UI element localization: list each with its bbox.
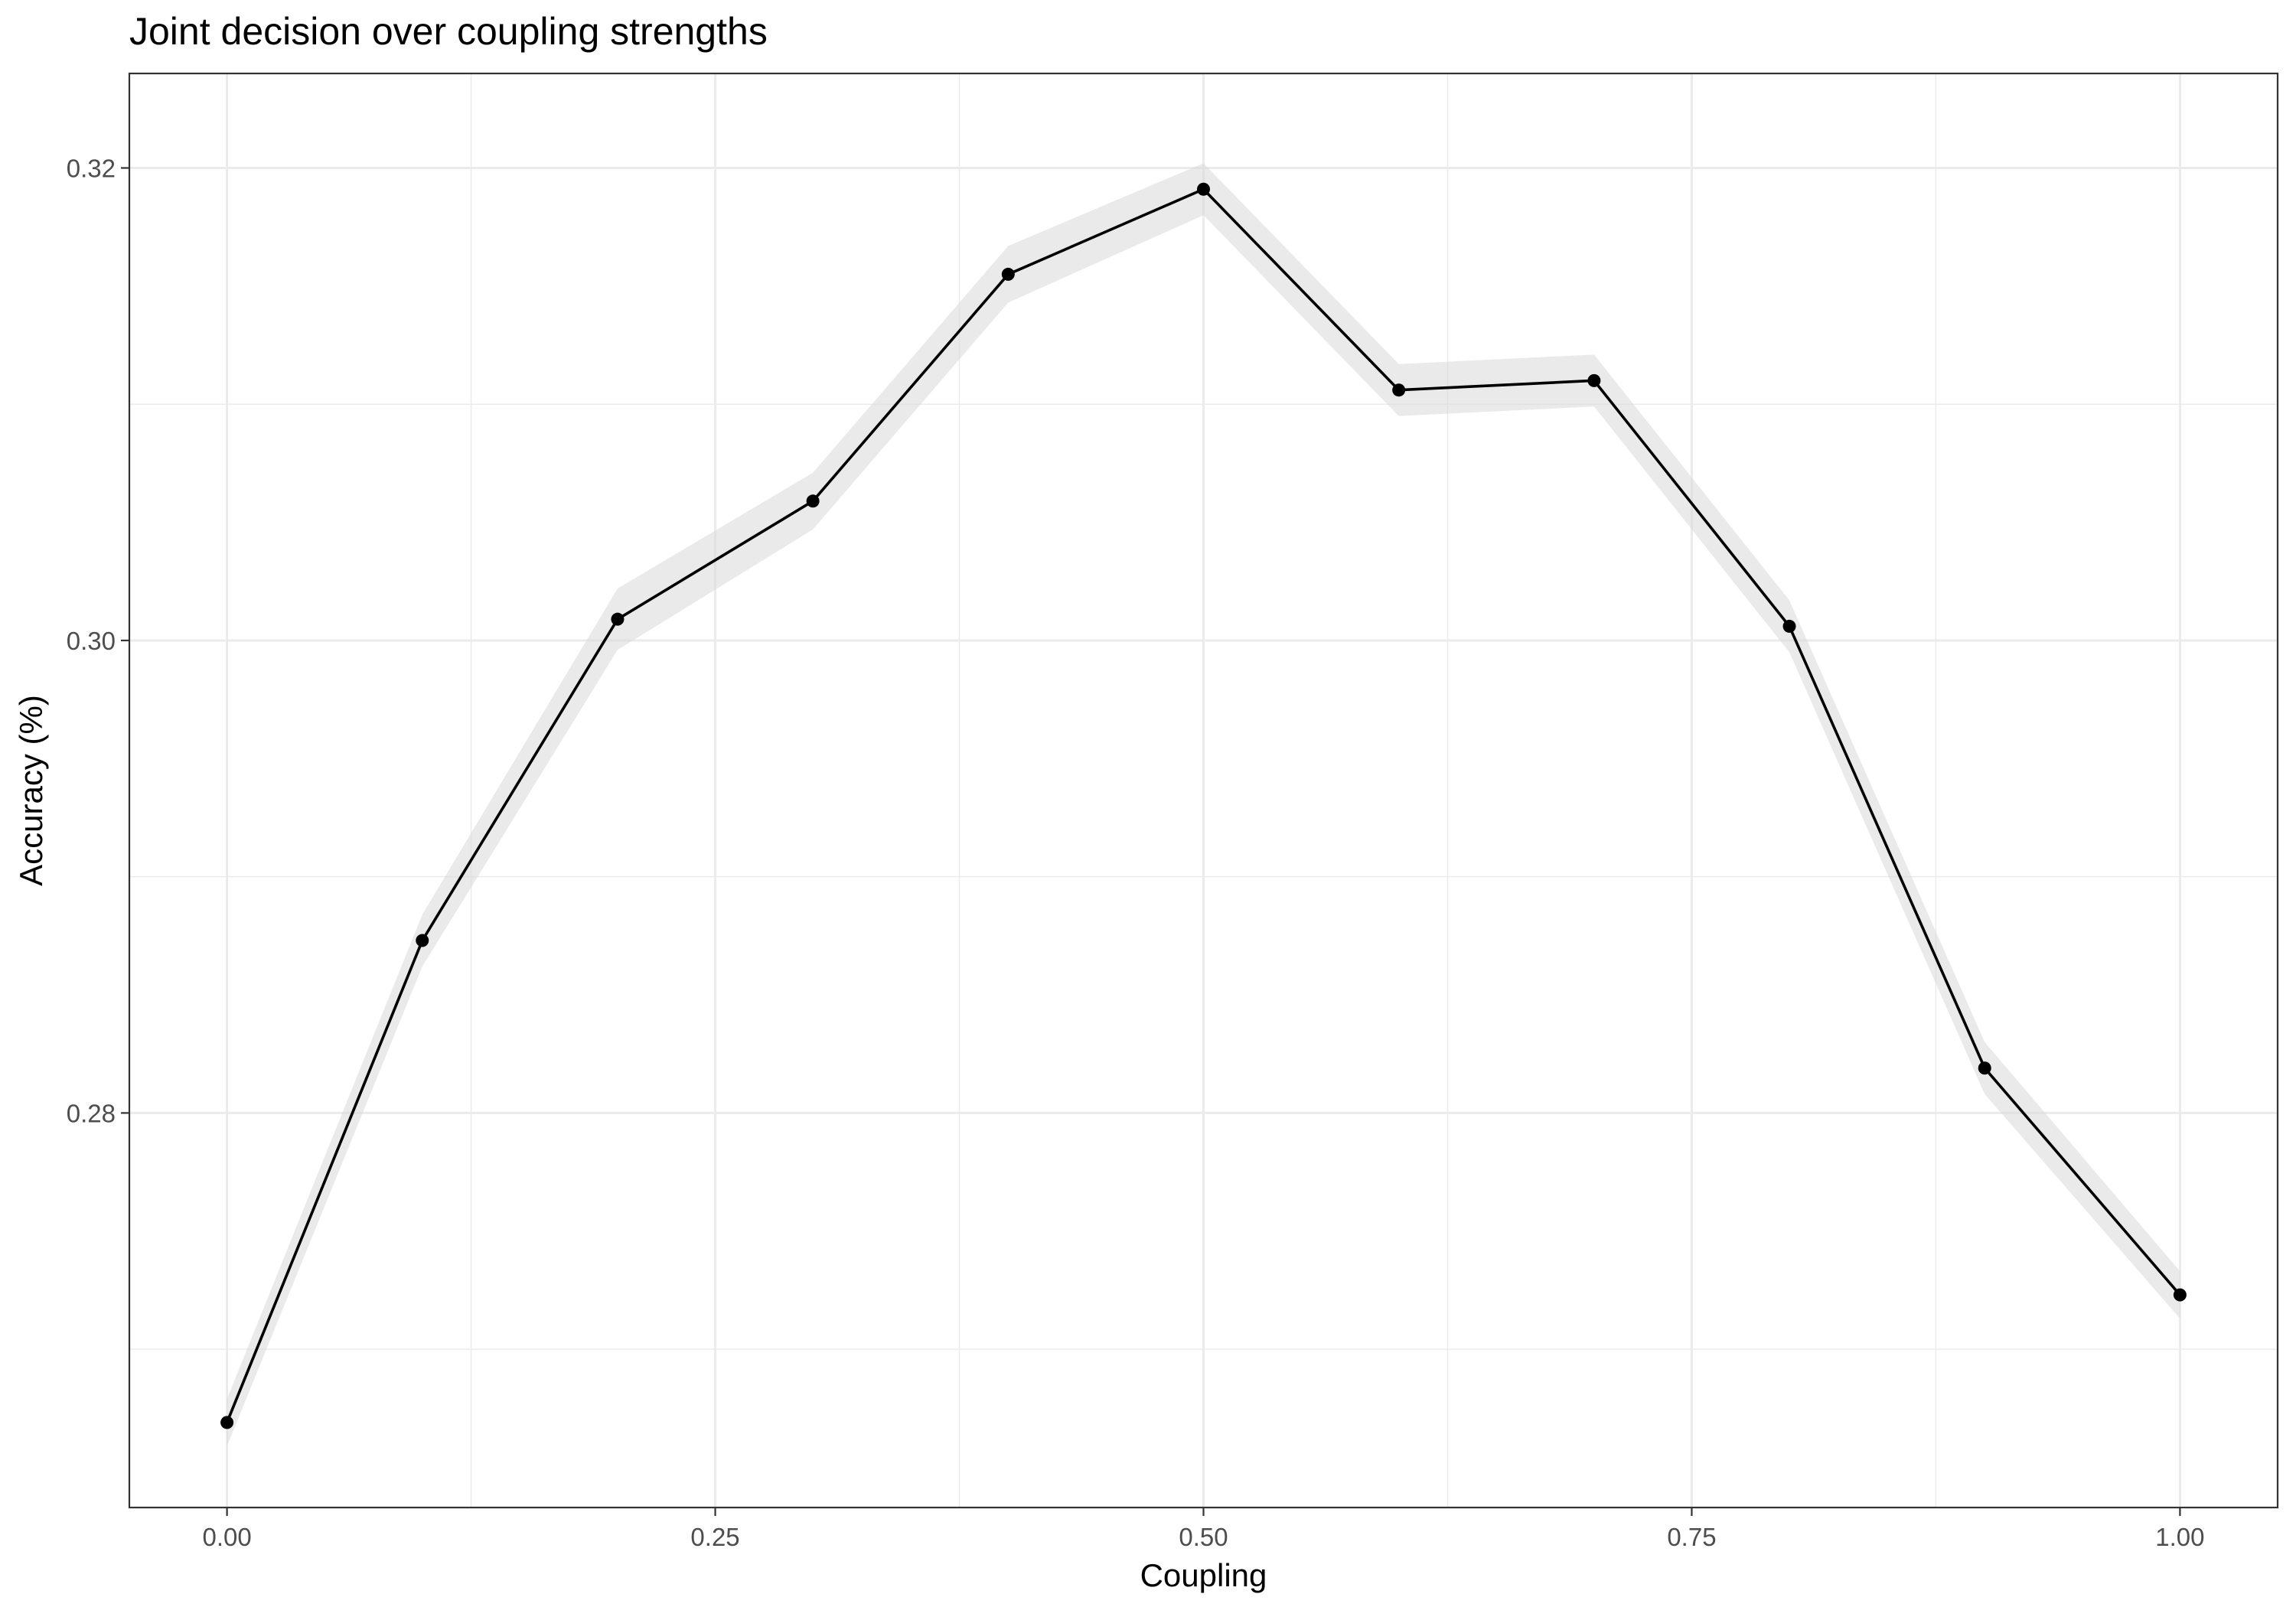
- data-point: [611, 612, 625, 626]
- data-point: [806, 494, 820, 508]
- x-tick-label: 0.00: [202, 1523, 251, 1551]
- y-tick-label: 0.32: [67, 154, 116, 182]
- data-point: [416, 934, 429, 947]
- x-tick-label: 0.50: [1179, 1523, 1228, 1551]
- grid-lines: [129, 73, 2278, 1508]
- x-tick-label: 0.25: [690, 1523, 739, 1551]
- axes: 0.00 0.25 0.50 0.75 1.00 0.28 0.30 0.32: [67, 154, 2205, 1551]
- y-axis-title: Accuracy (%): [13, 695, 49, 886]
- confidence-band: [227, 163, 2180, 1446]
- y-tick-label: 0.30: [67, 627, 116, 655]
- chart-title: Joint decision over coupling strengths: [129, 10, 768, 53]
- data-point: [1587, 373, 1601, 387]
- series-points: [220, 182, 2187, 1429]
- x-axis-title: Coupling: [1140, 1557, 1267, 1593]
- confidence-ribbon: [227, 163, 2180, 1446]
- x-tick-label: 0.75: [1667, 1523, 1716, 1551]
- data-point: [2173, 1288, 2187, 1302]
- data-point: [1197, 182, 1210, 196]
- y-tick-label: 0.28: [67, 1099, 116, 1127]
- x-tick-label: 1.00: [2155, 1523, 2204, 1551]
- data-point: [1392, 383, 1406, 397]
- data-point: [220, 1416, 234, 1429]
- data-point: [1001, 267, 1015, 281]
- data-point: [1978, 1061, 1991, 1075]
- data-point: [1782, 619, 1796, 633]
